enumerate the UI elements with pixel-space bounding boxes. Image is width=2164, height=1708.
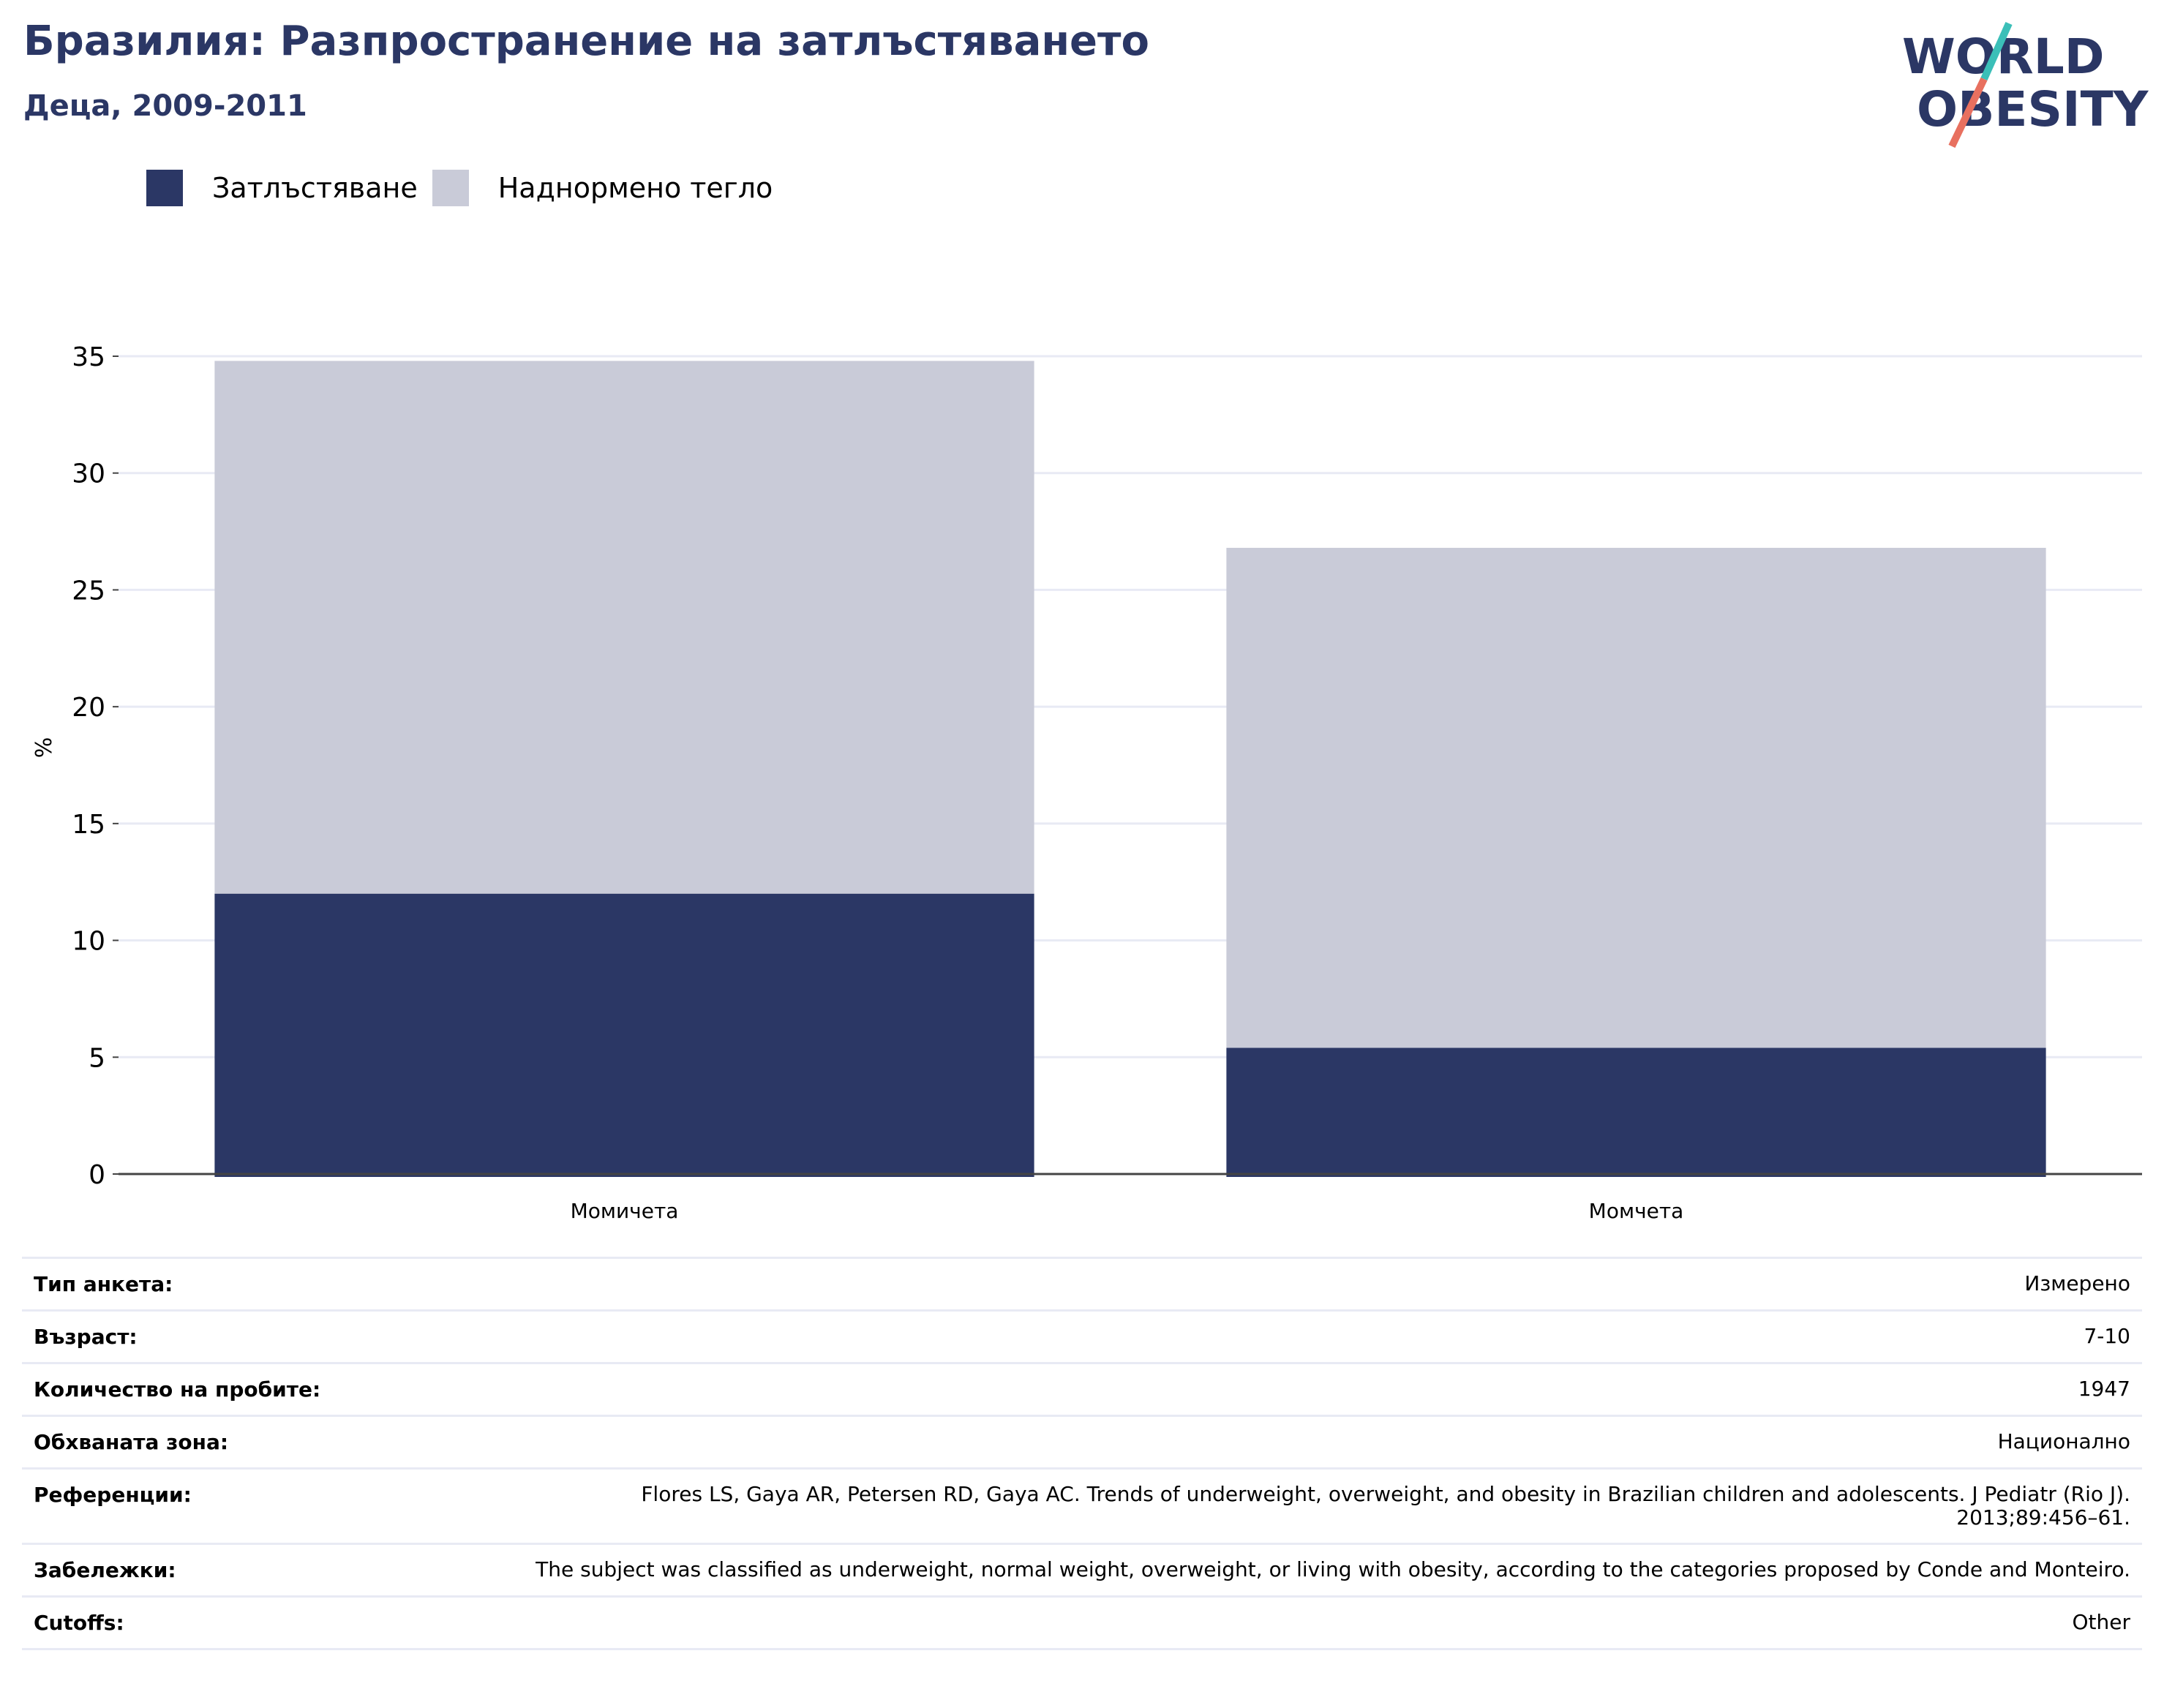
y-tick-label: 5 (89, 1043, 105, 1073)
y-tick-labels: 0 5 10 15 20 25 30 35 (72, 342, 105, 1190)
bar-segment-obesity[interactable] (214, 893, 1034, 1177)
bar-segment-obesity[interactable] (1226, 1047, 2046, 1177)
y-tick-label: 20 (72, 693, 105, 723)
meta-key: Количество на пробите: (34, 1377, 321, 1402)
logo-slash-top (1980, 21, 2013, 81)
meta-value: Измерено (2024, 1271, 2130, 1295)
meta-key: Забележки: (34, 1558, 176, 1582)
legend-label-overweight: Наднормено тегло (497, 172, 773, 204)
meta-row: Обхваната зона: Национално (22, 1415, 2142, 1467)
y-tick-label: 35 (72, 342, 105, 372)
y-tick-label: 30 (72, 459, 105, 489)
y-tick-label: 15 (72, 810, 105, 840)
meta-row: Cutoffs: Other (22, 1595, 2142, 1650)
y-tick-label: 10 (72, 927, 105, 957)
x-tick-labels: Момичета Момчета (571, 1199, 1684, 1222)
y-tick-label: 25 (72, 576, 105, 606)
chart-legend: Затлъстяване Наднормено тегло (146, 167, 787, 209)
legend-item-overweight[interactable]: Наднормено тегло (432, 170, 773, 206)
legend-swatch-overweight (432, 170, 469, 206)
y-axis-label: % (31, 737, 57, 759)
meta-key: Cutoffs: (34, 1611, 124, 1635)
meta-key: Обхваната зона: (34, 1430, 229, 1454)
meta-value: 1947 (2078, 1377, 2130, 1401)
meta-value: Flores LS, Gaya AR, Petersen RD, Gaya AC… (641, 1482, 2130, 1530)
logo-slash-bottom (1948, 77, 1988, 148)
meta-row: Тип анкета: Измерено (22, 1257, 2142, 1309)
logo-text-obesity: OBESITY (1917, 81, 2149, 138)
meta-value: 7-10 (2084, 1324, 2130, 1348)
meta-key: Референции: (34, 1483, 192, 1507)
bars (214, 361, 2046, 1177)
meta-key: Възраст: (34, 1325, 138, 1349)
meta-value: Национално (1997, 1429, 2130, 1453)
meta-row: Възраст: 7-10 (22, 1309, 2142, 1362)
chart-subtitle: Деца, 2009-2011 (23, 89, 307, 123)
meta-value: Other (2072, 1610, 2130, 1634)
stacked-bar-chart: % 0 5 10 15 20 25 30 35 Момичета Момчета (31, 342, 2142, 1222)
x-tick-label: Момчета (1589, 1199, 1684, 1222)
x-tick-label: Момичета (571, 1199, 679, 1222)
meta-value: The subject was classified as underweigh… (536, 1557, 2130, 1581)
meta-row: Количество на пробите: 1947 (22, 1362, 2142, 1415)
chart-title: Бразилия: Разпространение на затлъстяван… (23, 18, 1149, 65)
bar-segment-overweight[interactable] (1226, 547, 2046, 1048)
legend-item-obesity[interactable]: Затлъстяване (146, 170, 418, 206)
meta-key: Тип анкета: (34, 1272, 173, 1296)
survey-metadata-table: Тип анкета: Измерено Възраст: 7-10 Количеств… (22, 1257, 2142, 1650)
legend-swatch-obesity (146, 170, 183, 206)
bar-segment-overweight[interactable] (214, 361, 1034, 894)
meta-row: Забележки: The subject was classified as … (22, 1543, 2142, 1595)
legend-label-obesity: Затлъстяване (212, 172, 418, 204)
y-tick-label: 0 (89, 1160, 105, 1190)
meta-row: Референции: Flores LS, Gaya AR, Petersen … (22, 1467, 2142, 1543)
world-obesity-logo: WORLD OBESITY (1902, 21, 2149, 148)
